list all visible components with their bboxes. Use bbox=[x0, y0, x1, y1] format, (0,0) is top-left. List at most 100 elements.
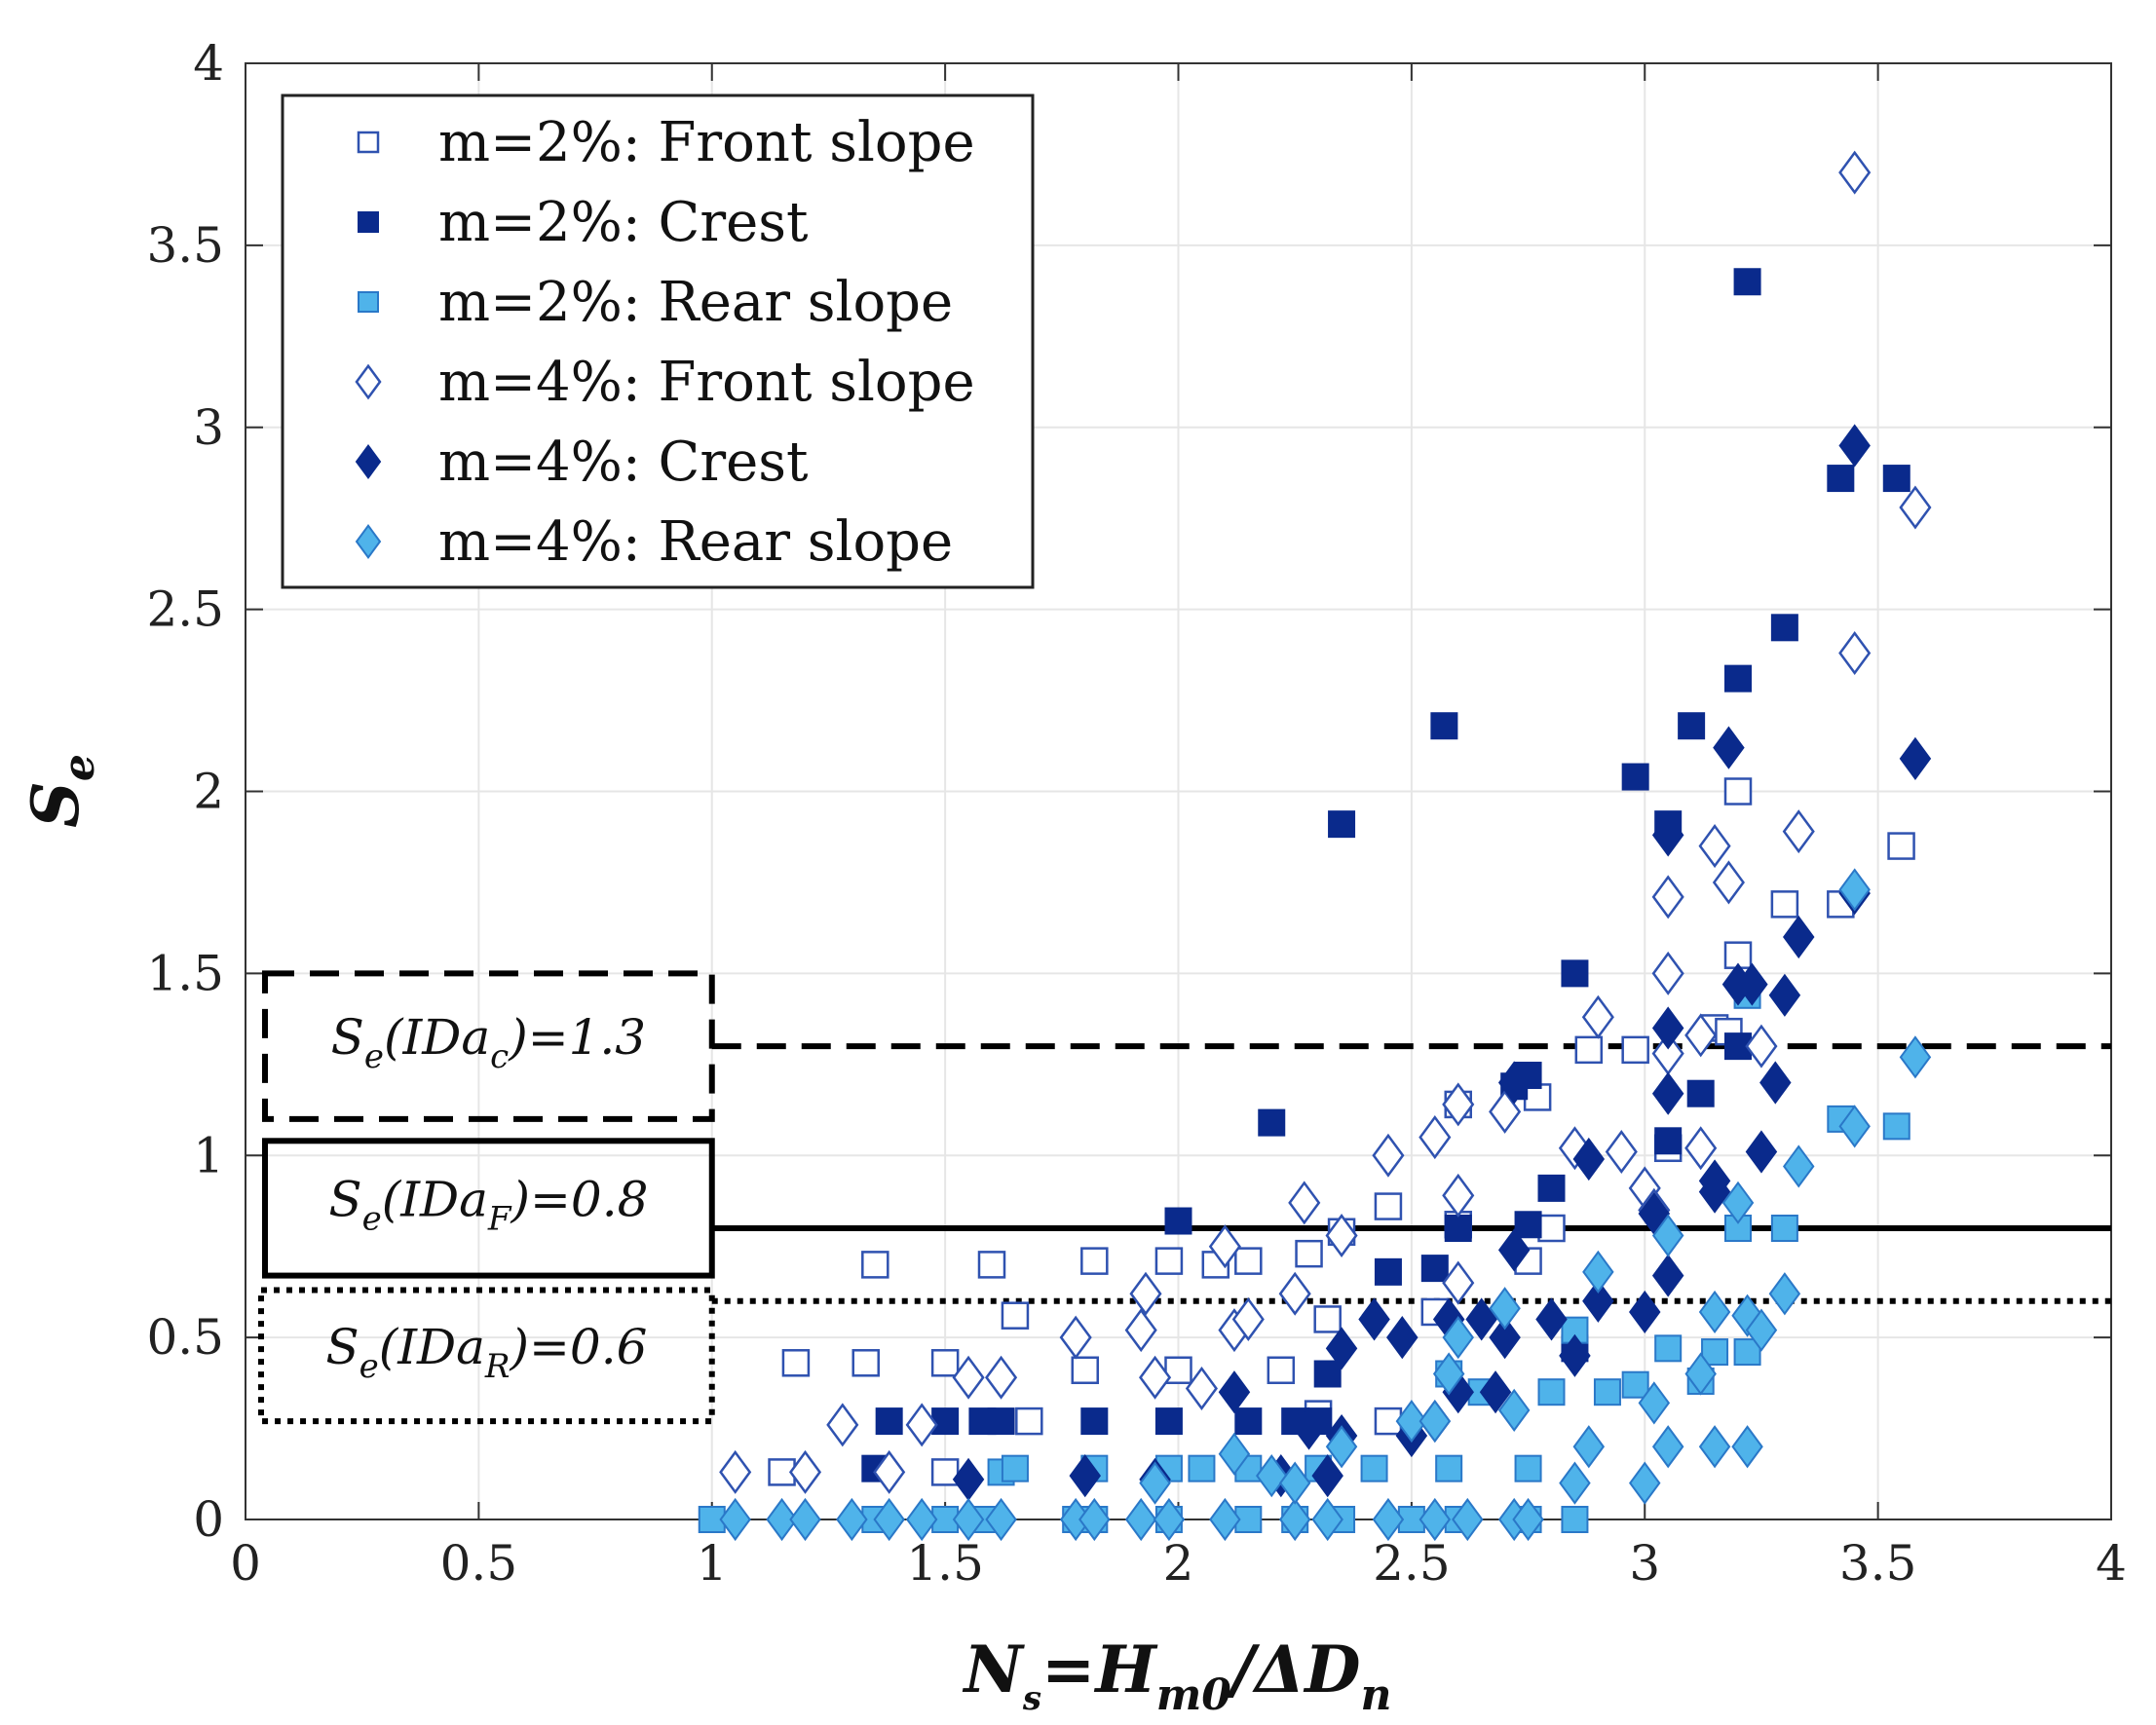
data-point bbox=[1712, 860, 1745, 905]
data-point bbox=[1768, 973, 1801, 1017]
data-point bbox=[1185, 1366, 1218, 1410]
x-tick-label: 4 bbox=[2096, 1535, 2127, 1592]
data-point bbox=[1164, 1207, 1192, 1235]
data-point bbox=[851, 1349, 880, 1377]
x-tick-label: 1.5 bbox=[906, 1535, 984, 1592]
data-point bbox=[1420, 1255, 1449, 1283]
data-point bbox=[1770, 614, 1798, 642]
legend-marker bbox=[355, 443, 382, 480]
data-point bbox=[1256, 1454, 1288, 1498]
legend-label: m=4%: Crest bbox=[438, 431, 809, 494]
legend-marker bbox=[358, 211, 379, 233]
data-point bbox=[1497, 1228, 1531, 1272]
y-tick-label: 1.5 bbox=[146, 945, 224, 1001]
data-point bbox=[977, 1251, 1006, 1279]
data-point bbox=[1514, 1454, 1542, 1482]
data-point bbox=[1328, 810, 1356, 839]
legend-label: m=2%: Front slope bbox=[438, 111, 975, 174]
data-point bbox=[1537, 1378, 1566, 1406]
data-point bbox=[1782, 1144, 1815, 1188]
data-point bbox=[788, 1449, 822, 1494]
data-point bbox=[1139, 1461, 1171, 1505]
threshold-box bbox=[262, 970, 715, 1122]
data-point bbox=[905, 1497, 938, 1542]
data-point bbox=[1395, 1399, 1428, 1444]
data-point bbox=[1465, 1297, 1497, 1341]
data-point bbox=[1442, 1316, 1474, 1360]
data-point bbox=[1899, 736, 1932, 780]
x-tick-label: 3 bbox=[1629, 1535, 1660, 1592]
data-point bbox=[1651, 1214, 1684, 1257]
data-point bbox=[1278, 1271, 1311, 1316]
legend-label: m=2%: Crest bbox=[438, 191, 809, 254]
data-point bbox=[1489, 1316, 1521, 1360]
data-point bbox=[1572, 1137, 1606, 1181]
data-point bbox=[1313, 1305, 1342, 1333]
data-point bbox=[1561, 959, 1589, 988]
data-point bbox=[1782, 809, 1815, 854]
data-point bbox=[1629, 1290, 1661, 1334]
data-point bbox=[1651, 813, 1684, 857]
data-point bbox=[1768, 1272, 1801, 1316]
reference-lines bbox=[711, 1043, 2111, 1304]
data-point bbox=[1218, 1370, 1251, 1414]
data-point bbox=[1374, 1257, 1402, 1286]
y-tick-label: 1 bbox=[193, 1127, 224, 1183]
data-point bbox=[931, 1407, 960, 1436]
data-point bbox=[1015, 1406, 1043, 1436]
data-point bbox=[1574, 1035, 1604, 1065]
data-point bbox=[781, 1349, 811, 1377]
data-point bbox=[1651, 1006, 1684, 1050]
data-point bbox=[873, 1497, 905, 1542]
threshold-label: Se(IDaR)=0.6 bbox=[325, 1319, 647, 1386]
data-point bbox=[1582, 1279, 1614, 1323]
legend-label: m=4%: Rear slope bbox=[438, 510, 953, 574]
data-point bbox=[1442, 1082, 1475, 1127]
data-point bbox=[1684, 1013, 1718, 1058]
y-tick-label: 3.5 bbox=[146, 217, 224, 274]
x-tick-label: 2 bbox=[1163, 1535, 1194, 1592]
data-point bbox=[1124, 1308, 1157, 1353]
data-point bbox=[1838, 630, 1872, 675]
threshold-label: Se(IDac)=1.3 bbox=[331, 1009, 647, 1076]
data-point bbox=[985, 1497, 1017, 1542]
data-point bbox=[1561, 1506, 1589, 1533]
y-tick-label: 0.5 bbox=[146, 1309, 224, 1366]
data-point bbox=[1311, 1454, 1343, 1498]
data-point bbox=[1080, 1247, 1109, 1275]
data-point bbox=[1887, 832, 1915, 860]
data-point bbox=[1782, 915, 1815, 959]
data-point bbox=[875, 1407, 903, 1436]
y-tick-label: 2 bbox=[193, 764, 224, 820]
x-axis-label: Ns=Hm0/ΔDn bbox=[963, 1631, 1392, 1720]
data-point bbox=[1537, 1214, 1566, 1243]
data-point bbox=[1535, 1297, 1568, 1341]
data-point bbox=[905, 1403, 938, 1447]
data-point bbox=[861, 1251, 889, 1279]
data-point bbox=[1444, 1215, 1472, 1242]
data-point bbox=[1001, 1454, 1029, 1482]
data-point bbox=[1129, 1271, 1162, 1316]
data-point bbox=[1069, 1454, 1101, 1498]
data-points bbox=[698, 150, 1932, 1542]
series-m-4-rear-slope bbox=[719, 868, 1932, 1542]
data-point bbox=[1559, 1461, 1591, 1505]
data-point bbox=[1698, 1425, 1731, 1469]
data-point bbox=[1713, 726, 1745, 769]
data-point bbox=[1724, 664, 1752, 693]
data-point bbox=[1325, 1327, 1358, 1370]
data-point bbox=[1209, 1497, 1241, 1542]
data-point bbox=[1838, 1105, 1871, 1148]
legend-marker bbox=[355, 363, 382, 400]
data-point bbox=[1059, 1315, 1092, 1360]
data-point bbox=[836, 1497, 868, 1542]
data-point bbox=[1736, 962, 1768, 1006]
legend: m=2%: Front slope m=2%: Crest m=2%: Rear s… bbox=[281, 94, 1035, 589]
data-point bbox=[1218, 1432, 1251, 1476]
data-point bbox=[1154, 1247, 1184, 1275]
data-point bbox=[1745, 1308, 1778, 1352]
data-point bbox=[1512, 1497, 1544, 1542]
data-point bbox=[1139, 1355, 1172, 1400]
